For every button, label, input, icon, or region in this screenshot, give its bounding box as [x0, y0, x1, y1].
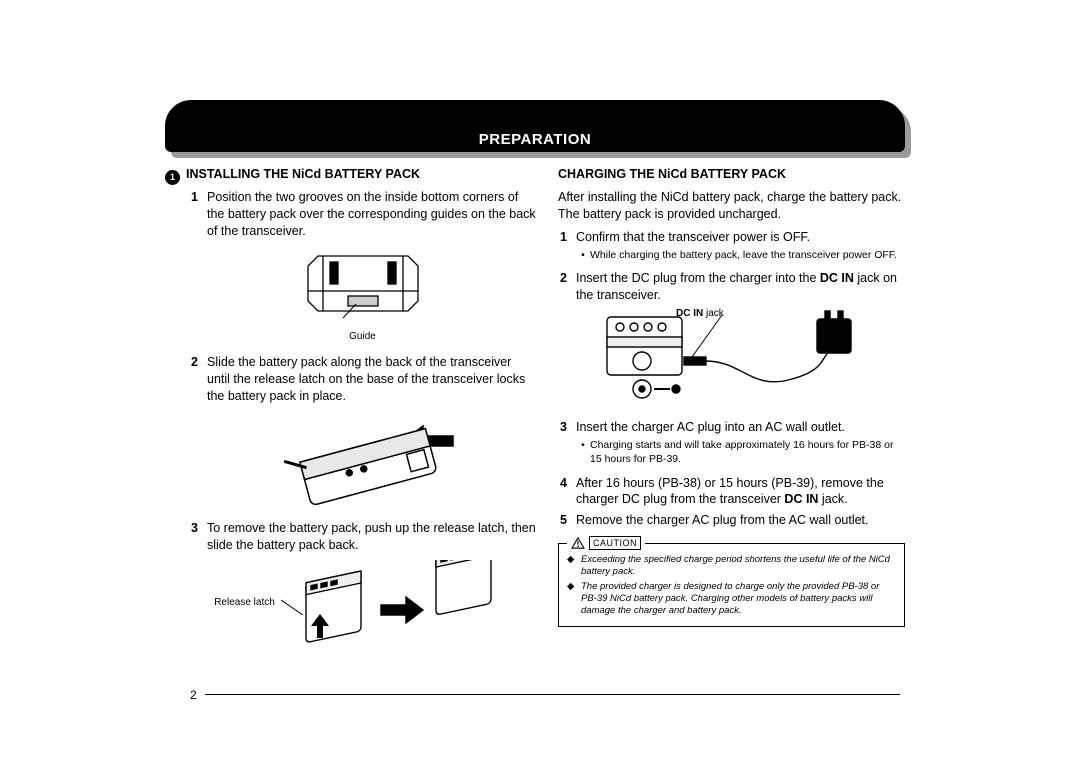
warning-icon	[571, 537, 585, 549]
step: 3 To remove the battery pack, push up th…	[189, 520, 536, 554]
sub-text: While charging the battery pack, leave t…	[590, 248, 897, 262]
page-header: PREPARATION	[165, 100, 905, 152]
step-text: To remove the battery pack, push up the …	[207, 520, 536, 554]
step: 5 Remove the charger AC plug from the AC…	[558, 512, 905, 529]
caution-text: The provided charger is designed to char…	[581, 581, 896, 617]
step-text: Confirm that the transceiver power is OF…	[576, 230, 810, 244]
figure-slide	[189, 411, 536, 511]
step-number: 1	[558, 229, 576, 266]
caution-item: ◆ Exceeding the specified charge period …	[567, 554, 896, 578]
bullet-dot: •	[576, 438, 590, 466]
step-text: Slide the battery pack along the back of…	[207, 354, 536, 405]
step: 2 Slide the battery pack along the back …	[189, 354, 536, 405]
step-number: 4	[558, 475, 576, 509]
step: 3 Insert the charger AC plug into an AC …	[558, 419, 905, 470]
step-number: 2	[189, 354, 207, 405]
step-text: After 16 hours (PB-38) or 15 hours (PB-3…	[576, 475, 905, 509]
step-text: Remove the charger AC plug from the AC w…	[576, 512, 905, 529]
page-number: 2	[190, 688, 197, 702]
step-number: 5	[558, 512, 576, 529]
sub-bullet: • While charging the battery pack, leave…	[576, 248, 905, 262]
caution-item: ◆ The provided charger is designed to ch…	[567, 581, 896, 617]
caution-text: Exceeding the specified charge period sh…	[581, 554, 896, 578]
step: 2 Insert the DC plug from the charger in…	[558, 270, 905, 304]
step-number: 3	[189, 520, 207, 554]
figure-label: DC IN jack	[676, 307, 724, 321]
step: 1 Confirm that the transceiver power is …	[558, 229, 905, 266]
sub-bullet: • Charging starts and will take approxim…	[576, 438, 905, 466]
figure-release: Release latch	[189, 560, 536, 645]
figure-charger: DC IN jack	[558, 309, 905, 409]
right-section-title: CHARGING THE NiCd BATTERY PACK	[558, 166, 905, 183]
figure-label: Guide	[189, 330, 536, 344]
header-title: PREPARATION	[479, 131, 591, 148]
step-number: 2	[558, 270, 576, 304]
step-text: Position the two grooves on the inside b…	[207, 189, 536, 240]
caution-tag: CAUTION	[567, 536, 645, 550]
step: 4 After 16 hours (PB-38) or 15 hours (PB…	[558, 475, 905, 509]
caution-label: CAUTION	[589, 536, 641, 550]
sub-text: Charging starts and will take approximat…	[590, 438, 905, 466]
left-column: 1 INSTALLING THE NiCd BATTERY PACK 1 Pos…	[165, 166, 536, 655]
step-number: 1	[189, 189, 207, 240]
section-number-badge: 1	[165, 170, 180, 185]
footer-rule	[205, 694, 900, 695]
right-column: CHARGING THE NiCd BATTERY PACK After ins…	[558, 166, 905, 655]
left-section-title: INSTALLING THE NiCd BATTERY PACK	[186, 166, 420, 183]
bullet-dot: •	[576, 248, 590, 262]
intro-text: After installing the NiCd battery pack, …	[558, 189, 905, 223]
step-number: 3	[558, 419, 576, 470]
step-text: Insert the DC plug from the charger into…	[576, 270, 905, 304]
diamond-bullet: ◆	[567, 554, 581, 578]
caution-box: CAUTION ◆ Exceeding the specified charge…	[558, 543, 905, 626]
step-text: Insert the charger AC plug into an AC wa…	[576, 420, 845, 434]
figure-label: Release latch	[214, 596, 275, 610]
diamond-bullet: ◆	[567, 581, 581, 617]
step: 1 Position the two grooves on the inside…	[189, 189, 536, 240]
figure-guide: Guide	[189, 246, 536, 344]
